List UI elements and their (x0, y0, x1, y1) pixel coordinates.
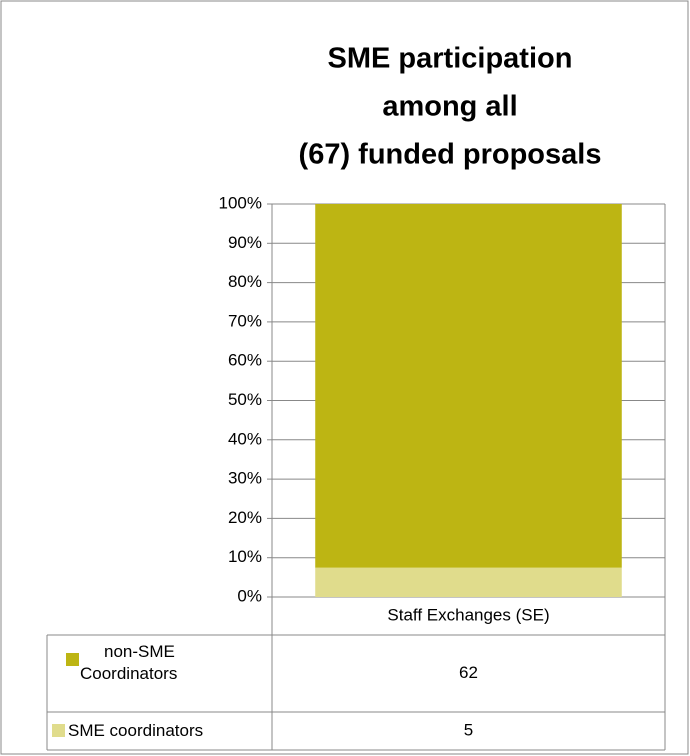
legend-swatch (66, 653, 79, 666)
legend-label: SME coordinators (68, 721, 204, 740)
y-tick-label: 50% (228, 390, 262, 409)
chart-title: among all (382, 91, 517, 123)
y-tick-label: 40% (228, 429, 262, 448)
y-tick-label: 10% (228, 547, 262, 566)
x-tick-label: Staff Exchanges (SE) (387, 605, 549, 624)
chart-title: SME participation (328, 43, 573, 75)
legend-swatch (52, 724, 65, 737)
y-tick-label: 90% (228, 233, 262, 252)
bar-segment (315, 204, 622, 568)
chart-title: (67) funded proposals (299, 139, 602, 171)
y-tick-label: 0% (237, 586, 262, 605)
y-tick-label: 100% (219, 193, 262, 212)
y-tick-label: 80% (228, 272, 262, 291)
table-value: 5 (464, 720, 473, 739)
legend-label: non-SME Coordinators (80, 642, 178, 683)
y-tick-label: 30% (228, 469, 262, 488)
y-tick-label: 60% (228, 351, 262, 370)
table-value: 62 (459, 663, 478, 682)
y-tick-label: 20% (228, 508, 262, 527)
y-tick-label: 70% (228, 311, 262, 330)
bar-segment (315, 567, 622, 597)
